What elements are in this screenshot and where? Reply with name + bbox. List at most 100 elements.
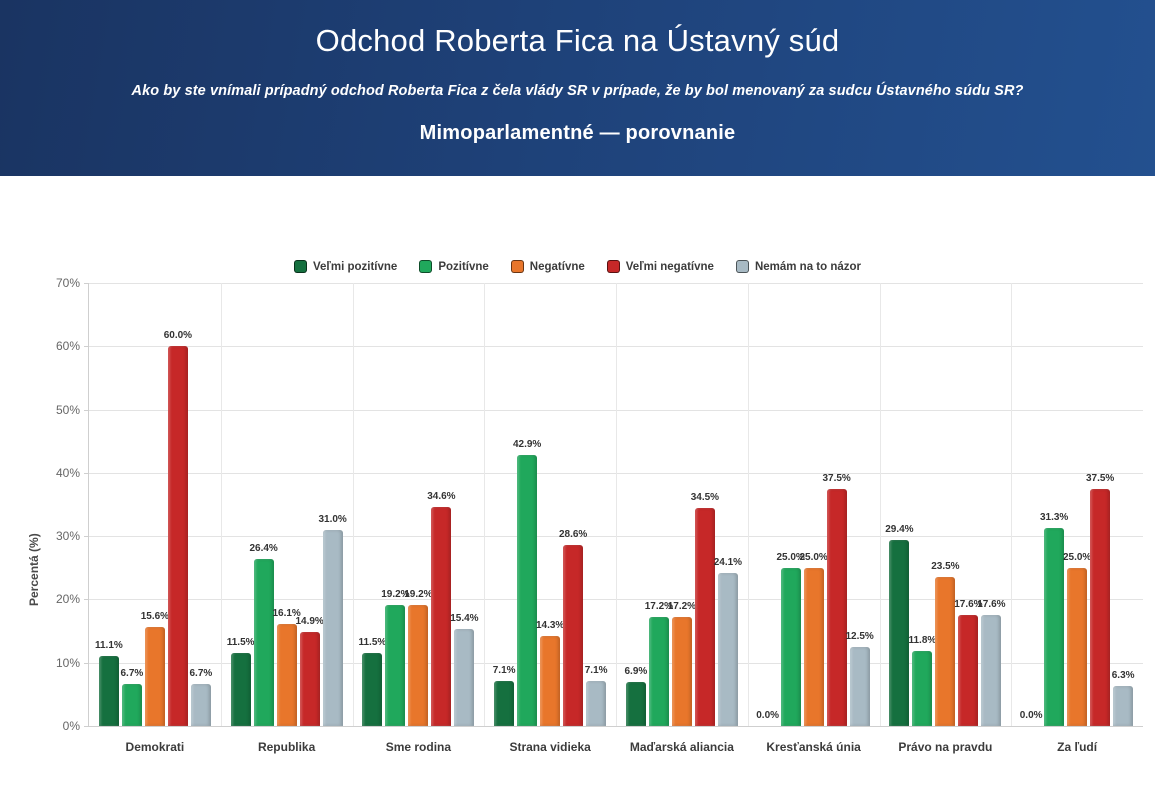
bar[interactable] [849,646,870,726]
bar[interactable] [803,567,824,726]
bar[interactable] [648,617,669,726]
bar-value-label: 6.7% [189,667,213,679]
y-axis-tick-label: 20% [55,592,80,607]
bar[interactable] [431,507,452,726]
bar[interactable] [563,545,584,726]
bar-group: 11.5% 19.2% 19.2% 34.6% 15.4% Sme rodina [353,283,485,754]
bar-slot: 31.3% [1040,283,1068,726]
bar-value-label: 12.5% [845,630,874,642]
bar[interactable] [253,558,274,726]
legend-item-4[interactable]: Nemám na to názor [735,260,861,273]
bar-value-label: 17.2% [644,601,674,613]
bar[interactable] [454,628,475,726]
bar-group: 0.0% 25.0% 25.0% 37.5% 12.5% Kresťanská únia [748,283,880,754]
bar-slot: 37.5% [1086,283,1114,726]
bar[interactable] [671,617,692,726]
bar-groups: 11.1% 6.7% 15.6% 60.0% 6.7% Demokrati 11.5% 26.… [89,283,1143,754]
bar[interactable] [935,577,956,726]
bar-slot: 7.1% [493,283,516,726]
bar[interactable] [1067,567,1088,726]
bar-slot: 42.9% [513,283,541,726]
y-axis-tick-mark [84,726,89,727]
gridline [89,726,1143,727]
bar-value-label: 19.2% [404,588,433,600]
chart-legend: Veľmi pozitívne Pozitívne Negatívne Veľmi n… [0,260,1155,273]
legend-item-1[interactable]: Pozitívne [419,260,489,273]
bar-slot: 25.0% [1063,283,1091,726]
bar[interactable] [540,635,561,726]
bar[interactable] [190,683,211,726]
bar[interactable] [694,507,715,726]
x-axis-category-label: Za ľudí [1057,740,1098,754]
y-axis-tick-label: 50% [55,402,80,417]
bar[interactable] [494,681,515,726]
bar[interactable] [322,529,343,726]
y-axis-tick-label: 0% [62,719,80,733]
bar[interactable] [230,653,251,726]
legend-label: Pozitívne [438,260,489,273]
bar-slot: 15.6% [141,283,169,726]
bar-value-label: 11.5% [226,637,255,649]
bar-slot: 11.1% [95,283,123,726]
bar-slot: 6.3% [1111,283,1135,726]
bar[interactable] [625,682,646,726]
legend-item-2[interactable]: Negatívne [510,260,585,273]
bar[interactable] [826,488,847,726]
bar-value-label: 42.9% [512,438,542,450]
bar[interactable] [98,655,119,726]
legend-item-0[interactable]: Veľmi pozitívne [293,260,397,273]
legend-swatch-icon [606,260,620,273]
bar[interactable] [362,653,383,726]
legend-label: Veľmi negatívne [625,260,714,273]
bar[interactable] [385,604,406,726]
page-title: Odchod Roberta Fica na Ústavný súd [315,23,840,58]
bar[interactable] [167,346,188,726]
group-separator [879,283,881,726]
bar[interactable] [121,683,142,726]
bar-value-label: 28.6% [558,529,588,541]
bar-slot: 19.2% [381,283,410,726]
bar-slot: 24.1% [714,283,742,726]
bar-slot: 16.1% [272,283,301,726]
bar-slot: 25.0% [799,283,828,726]
bar[interactable] [1090,488,1111,726]
legend-label: Negatívne [529,260,585,273]
bar[interactable] [299,631,320,726]
legend-item-3[interactable]: Veľmi negatívne [606,260,714,273]
bar-slot: 26.4% [249,283,278,726]
bar[interactable] [1113,686,1134,726]
y-axis-tick-mark [84,472,89,474]
bar[interactable] [889,539,910,726]
bar-value-label: 6.3% [1111,670,1135,682]
bar[interactable] [144,627,165,726]
bar-slot: 11.8% [908,283,936,726]
bar[interactable] [517,454,538,726]
x-axis-category-label: Sme rodina [385,740,452,754]
bar[interactable] [958,614,979,726]
bar[interactable] [912,651,933,726]
bar[interactable] [276,624,297,726]
legend-swatch-icon [735,260,749,273]
bar-value-label: 23.5% [931,561,960,573]
bar-value-label: 60.0% [163,330,193,342]
bar[interactable] [1044,527,1065,726]
bar-group: 7.1% 42.9% 14.3% 28.6% 7.1% Strana vidieka [484,283,616,754]
bar[interactable] [586,681,607,726]
bar-group: 0.0% 31.3% 25.0% 37.5% 6.3% Za ľudí [1011,283,1143,754]
y-axis-tick-mark [84,662,89,664]
page-subtitle: Ako by ste vnímali prípadný odchod Rober… [131,83,1024,100]
bar-slot: 6.9% [624,283,647,726]
bar-value-label: 7.1% [584,665,608,677]
plot-area: 0% 10% 20% 30% 40% 50% 60% 70% 11.1% 6.7% 15.6% 60… [56,276,1143,754]
bar-slot: 17.2% [668,283,696,726]
x-axis-category-label: Strana vidieka [509,740,591,754]
bar-slot: 29.4% [885,283,914,726]
page-section-title: Mimoparlamentné — porovnanie [419,122,736,145]
bar[interactable] [981,614,1002,726]
bar-value-label: 11.8% [908,635,937,647]
bar-group: 6.9% 17.2% 17.2% 34.5% 24.1% Maďarská alianci… [616,283,748,754]
bar[interactable] [408,604,429,726]
bar[interactable] [717,573,738,726]
bar[interactable] [780,567,801,726]
x-axis-category-label: Demokrati [125,740,185,754]
